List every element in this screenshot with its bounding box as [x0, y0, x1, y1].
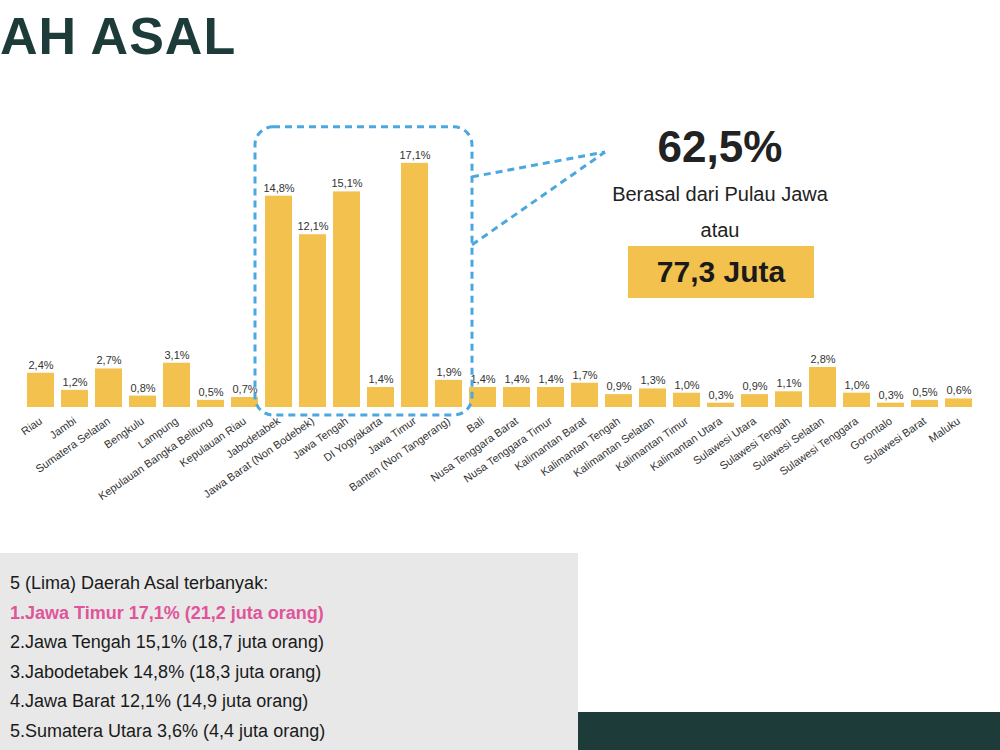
- svg-text:Lampung: Lampung: [135, 414, 181, 451]
- svg-text:Nusa Tenggara Timur: Nusa Tenggara Timur: [461, 414, 555, 485]
- html-text:5 (Lima) Daerah Asal terbanyak: 5 (Lima) Daerah Asal terbanyak:: [10, 573, 269, 593]
- svg-text:14,8%: 14,8%: [263, 182, 294, 194]
- svg-text:3,1%: 3,1%: [164, 349, 189, 361]
- svg-text:Banten (Non Tangerang): Banten (Non Tangerang): [346, 414, 453, 494]
- svg-text:1,4%: 1,4%: [538, 373, 563, 385]
- svg-text:1,0%: 1,0%: [674, 379, 699, 391]
- svg-text:12,1%: 12,1%: [297, 220, 328, 232]
- svg-text:DI Yogyakarta: DI Yogyakarta: [321, 414, 385, 464]
- svg-text:Gorontalo: Gorontalo: [847, 414, 895, 452]
- svg-text:Kalimantan Selatan: Kalimantan Selatan: [571, 414, 657, 479]
- svg-text:17,1%: 17,1%: [399, 149, 430, 161]
- svg-text:1,3%: 1,3%: [640, 374, 665, 386]
- svg-text:1,0%: 1,0%: [844, 379, 869, 391]
- html-text:62,5%: 62,5%: [657, 122, 783, 171]
- html-text:atau: atau: [700, 219, 740, 241]
- svg-text:1,4%: 1,4%: [504, 373, 529, 385]
- svg-text:0,6%: 0,6%: [946, 384, 971, 396]
- svg-text:Kepulauan Bangka Belitung: Kepulauan Bangka Belitung: [96, 414, 215, 503]
- svg-text:Sulawesi Tenggara: Sulawesi Tenggara: [777, 414, 861, 478]
- svg-text:Nusa Tenggara Barat: Nusa Tenggara Barat: [428, 414, 521, 484]
- svg-text:Riau: Riau: [19, 414, 44, 437]
- html-text:Berasal dari Pulau Jawa: Berasal dari Pulau Jawa: [612, 183, 828, 205]
- svg-text:2,8%: 2,8%: [810, 353, 835, 365]
- html-text:4.Jawa Barat 12,1% (14,9 juta: 4.Jawa Barat 12,1% (14,9 juta orang): [10, 691, 309, 711]
- svg-text:0,8%: 0,8%: [130, 382, 155, 394]
- svg-text:Bengkulu: Bengkulu: [101, 414, 147, 451]
- svg-text:1,4%: 1,4%: [368, 373, 393, 385]
- svg-text:Kalimantan Utara: Kalimantan Utara: [647, 414, 725, 474]
- svg-text:Jambi: Jambi: [47, 414, 79, 442]
- svg-text:Jawa Barat (Non Bodebek): Jawa Barat (Non Bodebek): [201, 414, 317, 501]
- svg-text:1,1%: 1,1%: [776, 377, 801, 389]
- svg-text:Jawa Timur: Jawa Timur: [365, 414, 419, 457]
- svg-text:Sulawesi Utara: Sulawesi Utara: [690, 414, 759, 467]
- svg-text:Sulawesi Selatan: Sulawesi Selatan: [750, 414, 827, 473]
- svg-text:Bali: Bali: [464, 414, 486, 434]
- html-text:2.Jawa Tengah 15,1% (18,7 juta: 2.Jawa Tengah 15,1% (18,7 juta orang): [10, 632, 324, 652]
- svg-text:0,5%: 0,5%: [198, 386, 223, 398]
- svg-text:0,9%: 0,9%: [742, 380, 767, 392]
- svg-text:2,7%: 2,7%: [96, 354, 121, 366]
- html-text:3.Jabodetabek 14,8% (18,3 juta: 3.Jabodetabek 14,8% (18,3 juta orang): [10, 661, 322, 682]
- svg-text:15,1%: 15,1%: [331, 177, 362, 189]
- svg-text:0,5%: 0,5%: [912, 386, 937, 398]
- svg-text:0,3%: 0,3%: [878, 389, 903, 401]
- html-text:5.Sumatera Utara 3,6% (4,4 jut: 5.Sumatera Utara 3,6% (4,4 juta orang): [10, 720, 326, 741]
- svg-text:1,4%: 1,4%: [470, 373, 495, 385]
- svg-text:Jabodetabek: Jabodetabek: [223, 414, 283, 461]
- svg-text:1,9%: 1,9%: [436, 366, 461, 378]
- svg-text:Maluku: Maluku: [926, 414, 962, 444]
- html-text:77,3 Juta: 77,3 Juta: [656, 255, 786, 288]
- svg-text:Jawa Tengah: Jawa Tengah: [290, 414, 351, 462]
- svg-text:Kalimantan Barat: Kalimantan Barat: [512, 414, 589, 473]
- svg-text:1,7%: 1,7%: [572, 369, 597, 381]
- svg-text:Kalimantan Timur: Kalimantan Timur: [613, 414, 691, 474]
- svg-text:1,2%: 1,2%: [62, 376, 87, 388]
- svg-text:0,3%: 0,3%: [708, 389, 733, 401]
- svg-text:Kepulauan Riau: Kepulauan Riau: [177, 414, 249, 470]
- svg-text:Sumatera Selatan: Sumatera Selatan: [33, 414, 112, 474]
- svg-text:0,9%: 0,9%: [606, 380, 631, 392]
- svg-text:2,4%: 2,4%: [28, 359, 53, 371]
- svg-text:Sulawesi Tengah: Sulawesi Tengah: [717, 414, 793, 472]
- html-text:1.Jawa Timur 17,1% (21,2 juta: 1.Jawa Timur 17,1% (21,2 juta orang): [10, 602, 324, 623]
- svg-text:0,7%: 0,7%: [232, 383, 257, 395]
- html-text:AH ASAL: AH ASAL: [0, 7, 237, 65]
- svg-text:Kalimantan Tengah: Kalimantan Tengah: [538, 414, 623, 479]
- svg-text:Sulawesi Barat: Sulawesi Barat: [861, 414, 928, 466]
